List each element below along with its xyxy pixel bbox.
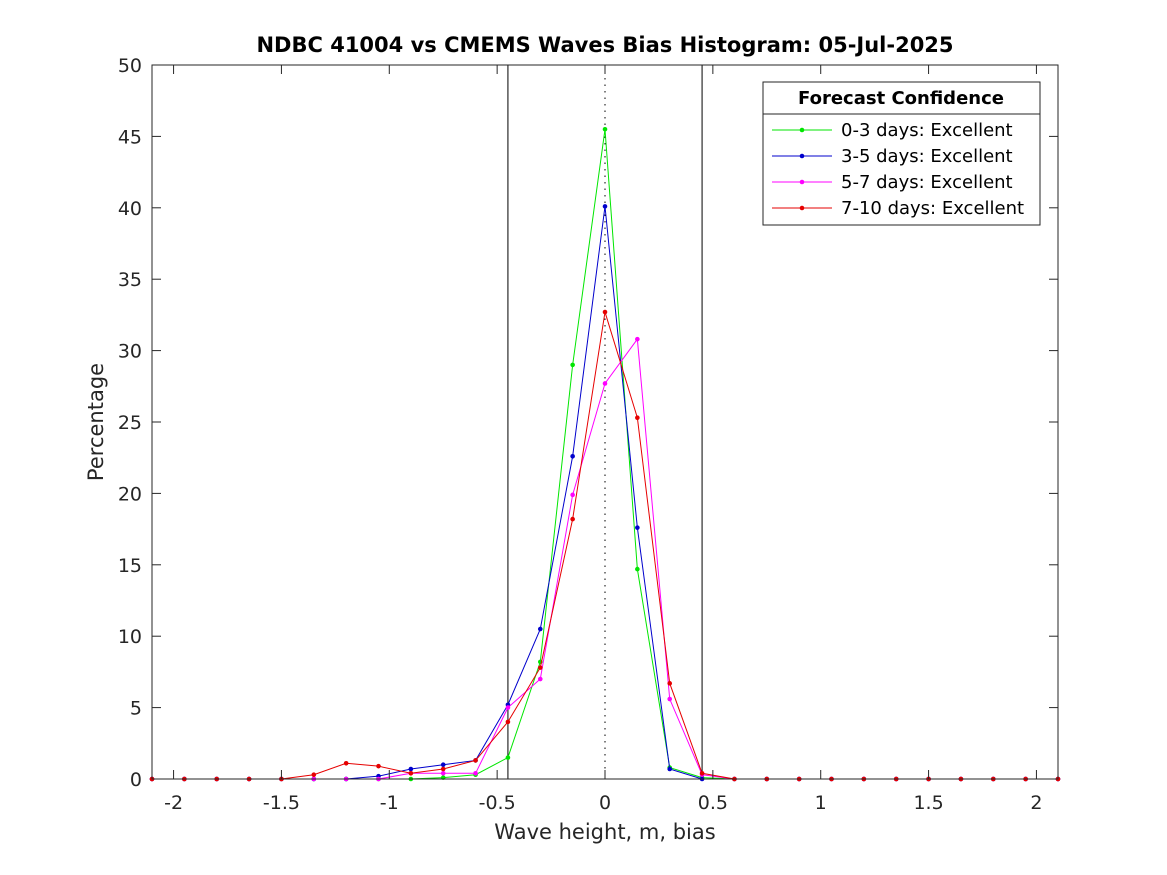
reference-lines [507,65,703,779]
data-point [699,770,705,776]
x-tick-label: -1 [380,792,399,814]
data-point [635,566,640,572]
data-point [537,626,543,632]
y-axis-label: Percentage [84,363,108,481]
x-tick-label: -2 [164,792,183,814]
data-point [537,676,543,682]
legend-label: 7-10 days: Excellent [841,198,1024,219]
legend-items: 0-3 days: Excellent 3-5 days: Excellent 5-… [772,120,1024,219]
data-point [667,681,673,686]
data-point [473,758,478,763]
y-tick-label: 40 [118,198,142,220]
x-tick-label: -1.5 [263,792,300,814]
data-point [667,696,673,702]
x-tick-label: 0.5 [698,792,728,814]
x-tick-label: -0.5 [479,792,516,814]
data-point [408,770,414,776]
legend-label: 5-7 days: Excellent [841,172,1013,193]
y-tick-label: 35 [118,269,142,291]
data-point [440,770,446,776]
legend-marker [799,153,805,159]
y-tick-label: 30 [118,341,142,363]
legend-title: Forecast Confidence [798,88,1004,109]
x-axis-label: Wave height, m, bias [494,820,715,844]
data-point [570,516,575,522]
data-point [440,766,446,772]
legend-box [762,81,1041,226]
chart-title: NDBC 41004 vs CMEMS Waves Bias Histogram… [256,33,953,57]
legend-marker [799,127,805,133]
y-tick-label: 25 [118,412,142,434]
x-tick-label: 1 [815,792,827,814]
data-point [570,362,575,368]
x-axis: -2 -1.5 -1 -0.5 0 0.5 1 1.5 2 [164,65,1042,814]
data-point [570,492,575,498]
data-point [635,336,640,342]
y-tick-label: 5 [130,698,142,720]
y-tick-label: 20 [118,483,142,505]
data-point [667,766,673,772]
data-point [376,763,381,769]
data-point [602,309,608,315]
data-point [602,204,608,209]
data-point [635,525,640,530]
data-point [473,770,478,776]
data-point [602,381,608,386]
y-tick-label: 50 [118,55,142,77]
legend-label: 3-5 days: Excellent [841,146,1013,167]
y-tick-label: 45 [118,126,142,148]
data-point [505,755,511,760]
y-axis: 0 5 10 15 20 25 30 35 40 45 50 [118,55,1058,791]
data-point [505,705,511,710]
x-tick-label: 1.5 [913,792,943,814]
data-point [311,772,317,778]
data-point [635,415,640,421]
legend-label: 0-3 days: Excellent [841,120,1013,141]
legend-marker [799,179,805,185]
legend-marker [799,205,805,211]
data-point [570,453,575,459]
y-tick-label: 10 [118,626,142,648]
data-point [440,762,446,768]
y-tick-label: 0 [130,769,142,791]
data-point [602,126,608,132]
data-point [505,719,511,725]
data-point [343,760,349,766]
legend: Forecast Confidence 0-3 days: Excellent 3… [762,81,1041,226]
data-point [408,766,414,772]
data-point [537,665,543,670]
x-tick-label: 2 [1030,792,1042,814]
x-tick-label: 0 [599,792,611,814]
y-tick-label: 15 [118,555,142,577]
